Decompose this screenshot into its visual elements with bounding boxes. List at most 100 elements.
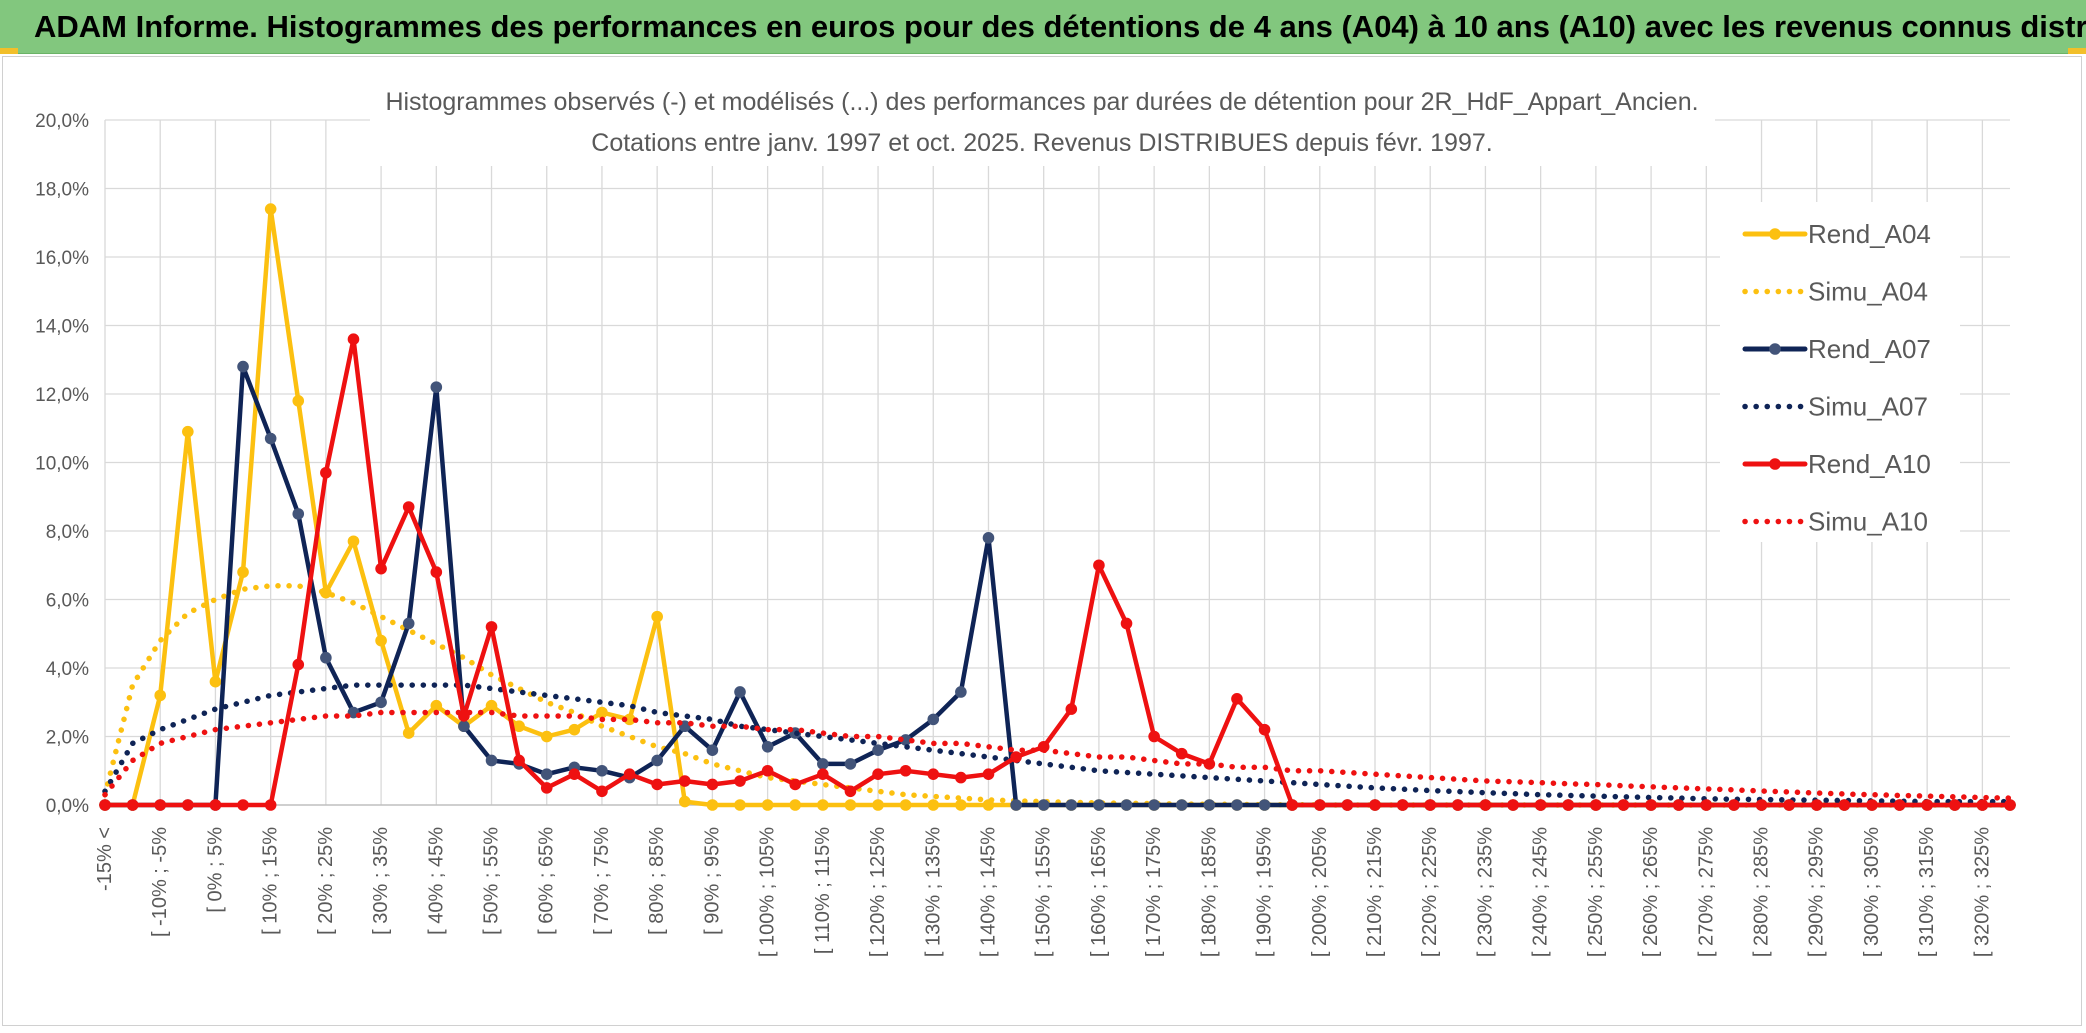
data-point-Rend_A10: [209, 799, 222, 811]
legend-marker-Rend_A04: [1769, 228, 1781, 240]
data-point-Rend_A10: [844, 785, 857, 798]
data-point-Rend_A04: [485, 699, 498, 712]
y-tick-label: 12,0%: [35, 385, 89, 406]
x-tick-label: [ 260% ; 265%: [1640, 827, 1662, 957]
data-point-Rend_A07: [982, 532, 995, 544]
data-point-Rend_A07: [264, 432, 277, 445]
data-point-Rend_A07: [1175, 799, 1188, 811]
x-tick-label: [ 120% ; 125%: [867, 827, 889, 957]
data-point-Rend_A04: [844, 799, 857, 811]
data-point-Rend_A10: [568, 768, 581, 780]
x-tick-label: [ 70% ; 75%: [591, 827, 613, 935]
x-tick-label: [ 290% ; 295%: [1806, 827, 1828, 957]
y-tick-label: 16,0%: [35, 248, 89, 269]
data-point-Rend_A10: [955, 771, 967, 784]
data-point-Rend_A10: [1590, 799, 1602, 811]
data-point-Rend_A10: [706, 778, 719, 791]
data-point-Rend_A07: [734, 686, 746, 698]
data-point-Rend_A07: [1258, 799, 1271, 811]
data-point-Rend_A07: [1093, 799, 1105, 811]
legend-label-Simu_A07: Simu_A07: [1808, 392, 1928, 422]
legend: Rend_A04 Simu_A04 Rend_A07 Simu_A07 Rend_A10…: [1742, 219, 1931, 537]
legend-background: [1720, 202, 1960, 542]
y-tick-label: 14,0%: [35, 317, 89, 338]
data-point-Rend_A10: [1893, 799, 1906, 811]
data-point-Rend_A10: [1534, 799, 1547, 811]
legend-label-Simu_A10: Simu_A10: [1808, 507, 1928, 537]
data-point-Rend_A04: [237, 566, 249, 578]
data-point-Rend_A10: [761, 764, 774, 777]
data-point-Rend_A10: [1645, 799, 1657, 811]
series-line-Simu_A07: [102, 682, 2013, 805]
report-banner: ADAM Informe. Histogrammes des performan…: [0, 0, 2086, 54]
y-tick-label: 4,0%: [46, 659, 89, 680]
x-tick-label: [ 230% ; 235%: [1474, 827, 1496, 957]
x-tick-label: [ 180% ; 185%: [1198, 827, 1220, 957]
data-point-Rend_A07: [237, 360, 249, 373]
data-point-Rend_A10: [623, 768, 636, 780]
x-tick-label: [ 80% ; 85%: [646, 827, 668, 935]
x-tick-label: [ 10% ; 15%: [260, 827, 282, 935]
data-point-Rend_A07: [1010, 799, 1022, 811]
data-point-Rend_A10: [1010, 751, 1022, 763]
chart-frame: [2, 56, 2082, 1026]
y-tick-label: 10,0%: [35, 454, 89, 475]
x-tick-label: [ 100% ; 105%: [757, 827, 779, 957]
x-tick-label: [ 110% ; 115%: [812, 827, 834, 954]
series-line-Simu_A10: [102, 709, 2013, 801]
legend-marker-Rend_A07: [1769, 343, 1781, 355]
x-tick-label: [ 250% ; 255%: [1585, 827, 1607, 957]
data-point-Rend_A04: [623, 713, 636, 726]
y-tick-label: 8,0%: [46, 522, 89, 543]
x-tick-label: [ 220% ; 225%: [1419, 827, 1441, 957]
x-tick-label: [ -10% ; -5%: [149, 827, 171, 937]
data-point-Rend_A07: [430, 381, 443, 393]
chart-title-background: [370, 80, 1715, 166]
chart-subtitle: Cotations entre janv. 1997 et oct. 2025.…: [591, 129, 1492, 157]
data-point-Rend_A04: [209, 675, 222, 688]
legend-label-Simu_A04: Simu_A04: [1808, 277, 1928, 307]
data-point-Rend_A10: [1562, 799, 1575, 811]
data-point-Rend_A04: [347, 535, 360, 548]
y-tick-label: 2,0%: [46, 728, 89, 749]
series-line-Simu_A04: [102, 583, 2013, 808]
data-point-Rend_A10: [817, 768, 829, 780]
x-tick-label: [ 300% ; 305%: [1861, 827, 1883, 957]
data-point-Rend_A07: [1065, 799, 1078, 811]
data-point-Rend_A10: [540, 782, 553, 794]
x-tick-label: [ 40% ; 45%: [425, 827, 447, 935]
x-axis-ticks: -15% < [ -10% ; -5% [ 0% ; 5% [ 10% ; 15% [ …: [94, 827, 1993, 957]
data-point-Rend_A04: [761, 799, 774, 811]
data-point-Rend_A04: [706, 799, 719, 811]
data-point-Rend_A04: [734, 799, 746, 811]
x-tick-label: [ 190% ; 195%: [1254, 827, 1276, 957]
data-point-Rend_A10: [1783, 799, 1795, 811]
series-line-Rend_A10: [102, 336, 2013, 808]
data-point-Rend_A04: [540, 730, 553, 743]
data-point-Rend_A10: [1424, 799, 1437, 811]
x-tick-label: [ 20% ; 25%: [315, 827, 337, 935]
data-point-Rend_A10: [1065, 703, 1078, 715]
legend-label-Rend_A10: Rend_A10: [1808, 449, 1931, 479]
data-point-Rend_A10: [1838, 799, 1851, 811]
data-point-Rend_A04: [817, 799, 829, 811]
y-tick-label: 20,0%: [35, 111, 89, 132]
data-point-Rend_A10: [182, 799, 194, 811]
x-tick-label: [ 320% ; 325%: [1971, 827, 1993, 957]
data-point-Rend_A10: [1755, 799, 1768, 811]
x-tick-label: [ 280% ; 285%: [1751, 827, 1773, 957]
data-point-Rend_A10: [927, 768, 940, 780]
data-point-Rend_A10: [1866, 799, 1878, 811]
data-point-Rend_A10: [1258, 723, 1271, 736]
data-point-Rend_A10: [292, 658, 305, 671]
data-point-Rend_A07: [292, 508, 305, 520]
data-point-Rend_A07: [817, 758, 829, 770]
data-point-Rend_A10: [126, 799, 139, 811]
data-point-Rend_A10: [899, 764, 912, 777]
data-point-Rend_A07: [458, 720, 470, 733]
data-point-Rend_A10: [485, 621, 498, 633]
data-point-Rend_A04: [789, 799, 802, 811]
banner-corner-right: [2068, 48, 2086, 54]
data-point-Rend_A07: [761, 740, 774, 753]
